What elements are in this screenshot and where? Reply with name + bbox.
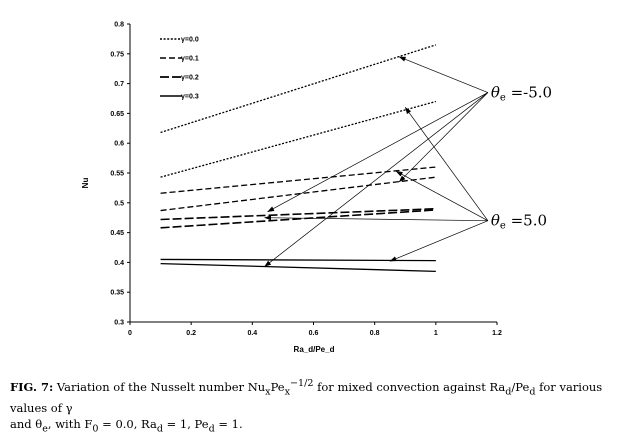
y-tick-label: 0.6 (114, 141, 124, 148)
y-tick-label: 0.4 (114, 260, 124, 267)
caption-label: FIG. 7: (10, 379, 54, 394)
legend: γ=0.0 γ=0.1 γ=0.2 γ=0.3 (160, 37, 199, 101)
annotation-label: θe =5.0 (491, 212, 547, 232)
x-tick-label: 1 (434, 330, 438, 337)
series-line (160, 44, 437, 134)
x-tick-label: 0.2 (186, 330, 196, 337)
annotation-arrow (389, 220, 489, 262)
series-line (160, 207, 436, 221)
y-tick-label: 0.8 (114, 22, 124, 29)
annotation-arrow (404, 107, 489, 221)
legend-label: γ=0.1 (181, 56, 199, 63)
annotation-arrow (395, 170, 489, 221)
series-line (160, 209, 436, 229)
series-layer (160, 44, 437, 272)
annotations: θe =-5.0 θe =5.0 (264, 56, 552, 267)
y-tick-label: 0.3 (114, 320, 124, 327)
series-line (160, 176, 436, 212)
y-tick-label: 0.55 (110, 171, 124, 178)
x-axis-label: Ra_d/Pe_d (294, 345, 335, 354)
y-tick-label: 0.45 (110, 230, 124, 237)
series-line (160, 262, 436, 272)
x-tick-label: 1.2 (492, 330, 502, 337)
annotation-arrow (267, 92, 489, 213)
legend-label: γ=0.2 (181, 75, 199, 82)
y-tick-label: 0.5 (114, 200, 124, 207)
x-tick-label: 0.4 (247, 330, 257, 337)
y-tick-label: 0.65 (110, 111, 124, 118)
x-tick-label: 0 (128, 330, 132, 337)
legend-label: γ=0.3 (181, 94, 199, 101)
annotation-arrow (264, 92, 489, 267)
y-axis-label: Nu (81, 178, 90, 189)
figure-caption: FIG. 7: Variation of the Nusselt number … (10, 376, 630, 437)
y-tick-label: 0.35 (110, 290, 124, 297)
annotation-arrow (398, 92, 489, 183)
annotation-arrow (398, 56, 489, 93)
y-tick-label: 0.75 (110, 51, 124, 58)
nusselt-chart: 0 0.2 0.4 0.6 0.8 1 1.2 0.3 0.35 0.4 0.45 0.5 0.55 0.… (81, 22, 552, 355)
x-tick-label: 0.6 (309, 330, 319, 337)
y-tick-label: 0.7 (114, 81, 124, 88)
x-tick-label: 0.8 (370, 330, 380, 337)
caption-text: Variation of the Nusselt number NuxPex−1… (10, 378, 603, 435)
annotation-arrow (264, 215, 488, 222)
series-line (160, 100, 437, 178)
axes: 0 0.2 0.4 0.6 0.8 1 1.2 0.3 0.35 0.4 0.45 0.5 0.55 0.… (110, 22, 502, 338)
legend-label: γ=0.0 (181, 37, 199, 44)
annotation-label: θe =-5.0 (491, 84, 552, 104)
series-line (160, 166, 436, 194)
